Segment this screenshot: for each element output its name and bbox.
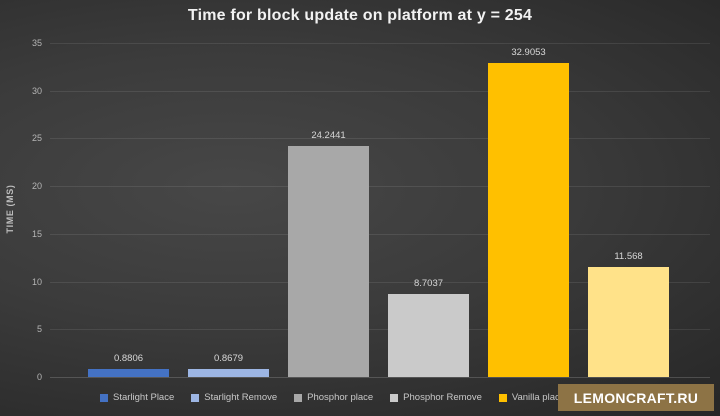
y-tick-label-15: 15 — [31, 228, 42, 239]
bar-phosphor-remove — [388, 293, 469, 377]
y-tick-label-5: 5 — [36, 324, 42, 335]
plot-area: 0.8806 0.8679 24.2441 8.7037 32.9053 11.568 — [50, 43, 710, 378]
gridline-20 — [50, 186, 710, 188]
legend-swatch-icon — [100, 393, 108, 402]
y-tick-label-20: 20 — [31, 181, 42, 192]
y-axis-title: TIME (MS) — [5, 184, 15, 234]
legend-swatch-icon — [191, 393, 200, 402]
bar-value-label-phosphor-place: 24.2441 — [311, 129, 346, 141]
bar-value-label-vanilla-place: 32.9053 — [511, 46, 546, 58]
legend-swatch-icon — [294, 393, 303, 402]
legend-item-phosphor-remove: Phosphor Remove — [390, 392, 482, 403]
y-tick-label-35: 35 — [31, 38, 42, 48]
legend-swatch-icon — [390, 393, 399, 402]
legend-label: Vanilla place — [511, 392, 566, 403]
legend: Starlight Place Starlight Remove Phosphor … — [100, 392, 591, 403]
legend-swatch-icon — [498, 393, 507, 402]
legend-item-phosphor-place: Phosphor place — [294, 392, 373, 403]
legend-item-starlight-remove: Starlight Remove — [191, 392, 277, 403]
gridline-25 — [50, 138, 710, 140]
gridline-10 — [50, 281, 710, 283]
legend-item-starlight-place: Starlight Place — [100, 392, 174, 403]
bar-starlight-place — [88, 368, 169, 377]
legend-label: Starlight Place — [113, 392, 175, 403]
gridline-15 — [50, 233, 710, 235]
bar-value-label-phosphor-remove: 8.7037 — [413, 277, 444, 289]
y-tick-label-25: 25 — [31, 133, 42, 144]
watermark-text: LEMONCRAFT.RU — [573, 389, 699, 406]
legend-item-vanilla-place: Vanilla place — [498, 392, 566, 403]
y-tick-label-10: 10 — [31, 276, 42, 287]
y-tick-label-30: 30 — [31, 85, 42, 96]
y-tick-label-0: 0 — [36, 372, 42, 382]
bar-value-label-starlight-place: 0.8806 — [113, 352, 144, 364]
bar-series-6 — [588, 266, 669, 377]
bar-value-label-starlight-remove: 0.8679 — [213, 352, 244, 364]
chart-title: Time for block update on platform at y =… — [187, 7, 533, 24]
bar-starlight-remove — [188, 368, 269, 377]
bar-vanilla-place — [488, 63, 569, 377]
gridline-30 — [50, 90, 710, 92]
bar-value-label-series-6: 11.568 — [614, 250, 643, 262]
legend-label: Starlight Remove — [204, 392, 278, 403]
legend-label: Phosphor Remove — [403, 392, 482, 403]
watermark-badge: LEMONCRAFT.RU — [558, 384, 714, 411]
gridline-35 — [50, 43, 710, 44]
gridline-0 — [50, 377, 710, 378]
bar-phosphor-place — [288, 145, 369, 377]
legend-label: Phosphor place — [307, 392, 374, 403]
gridline-5 — [50, 329, 710, 331]
